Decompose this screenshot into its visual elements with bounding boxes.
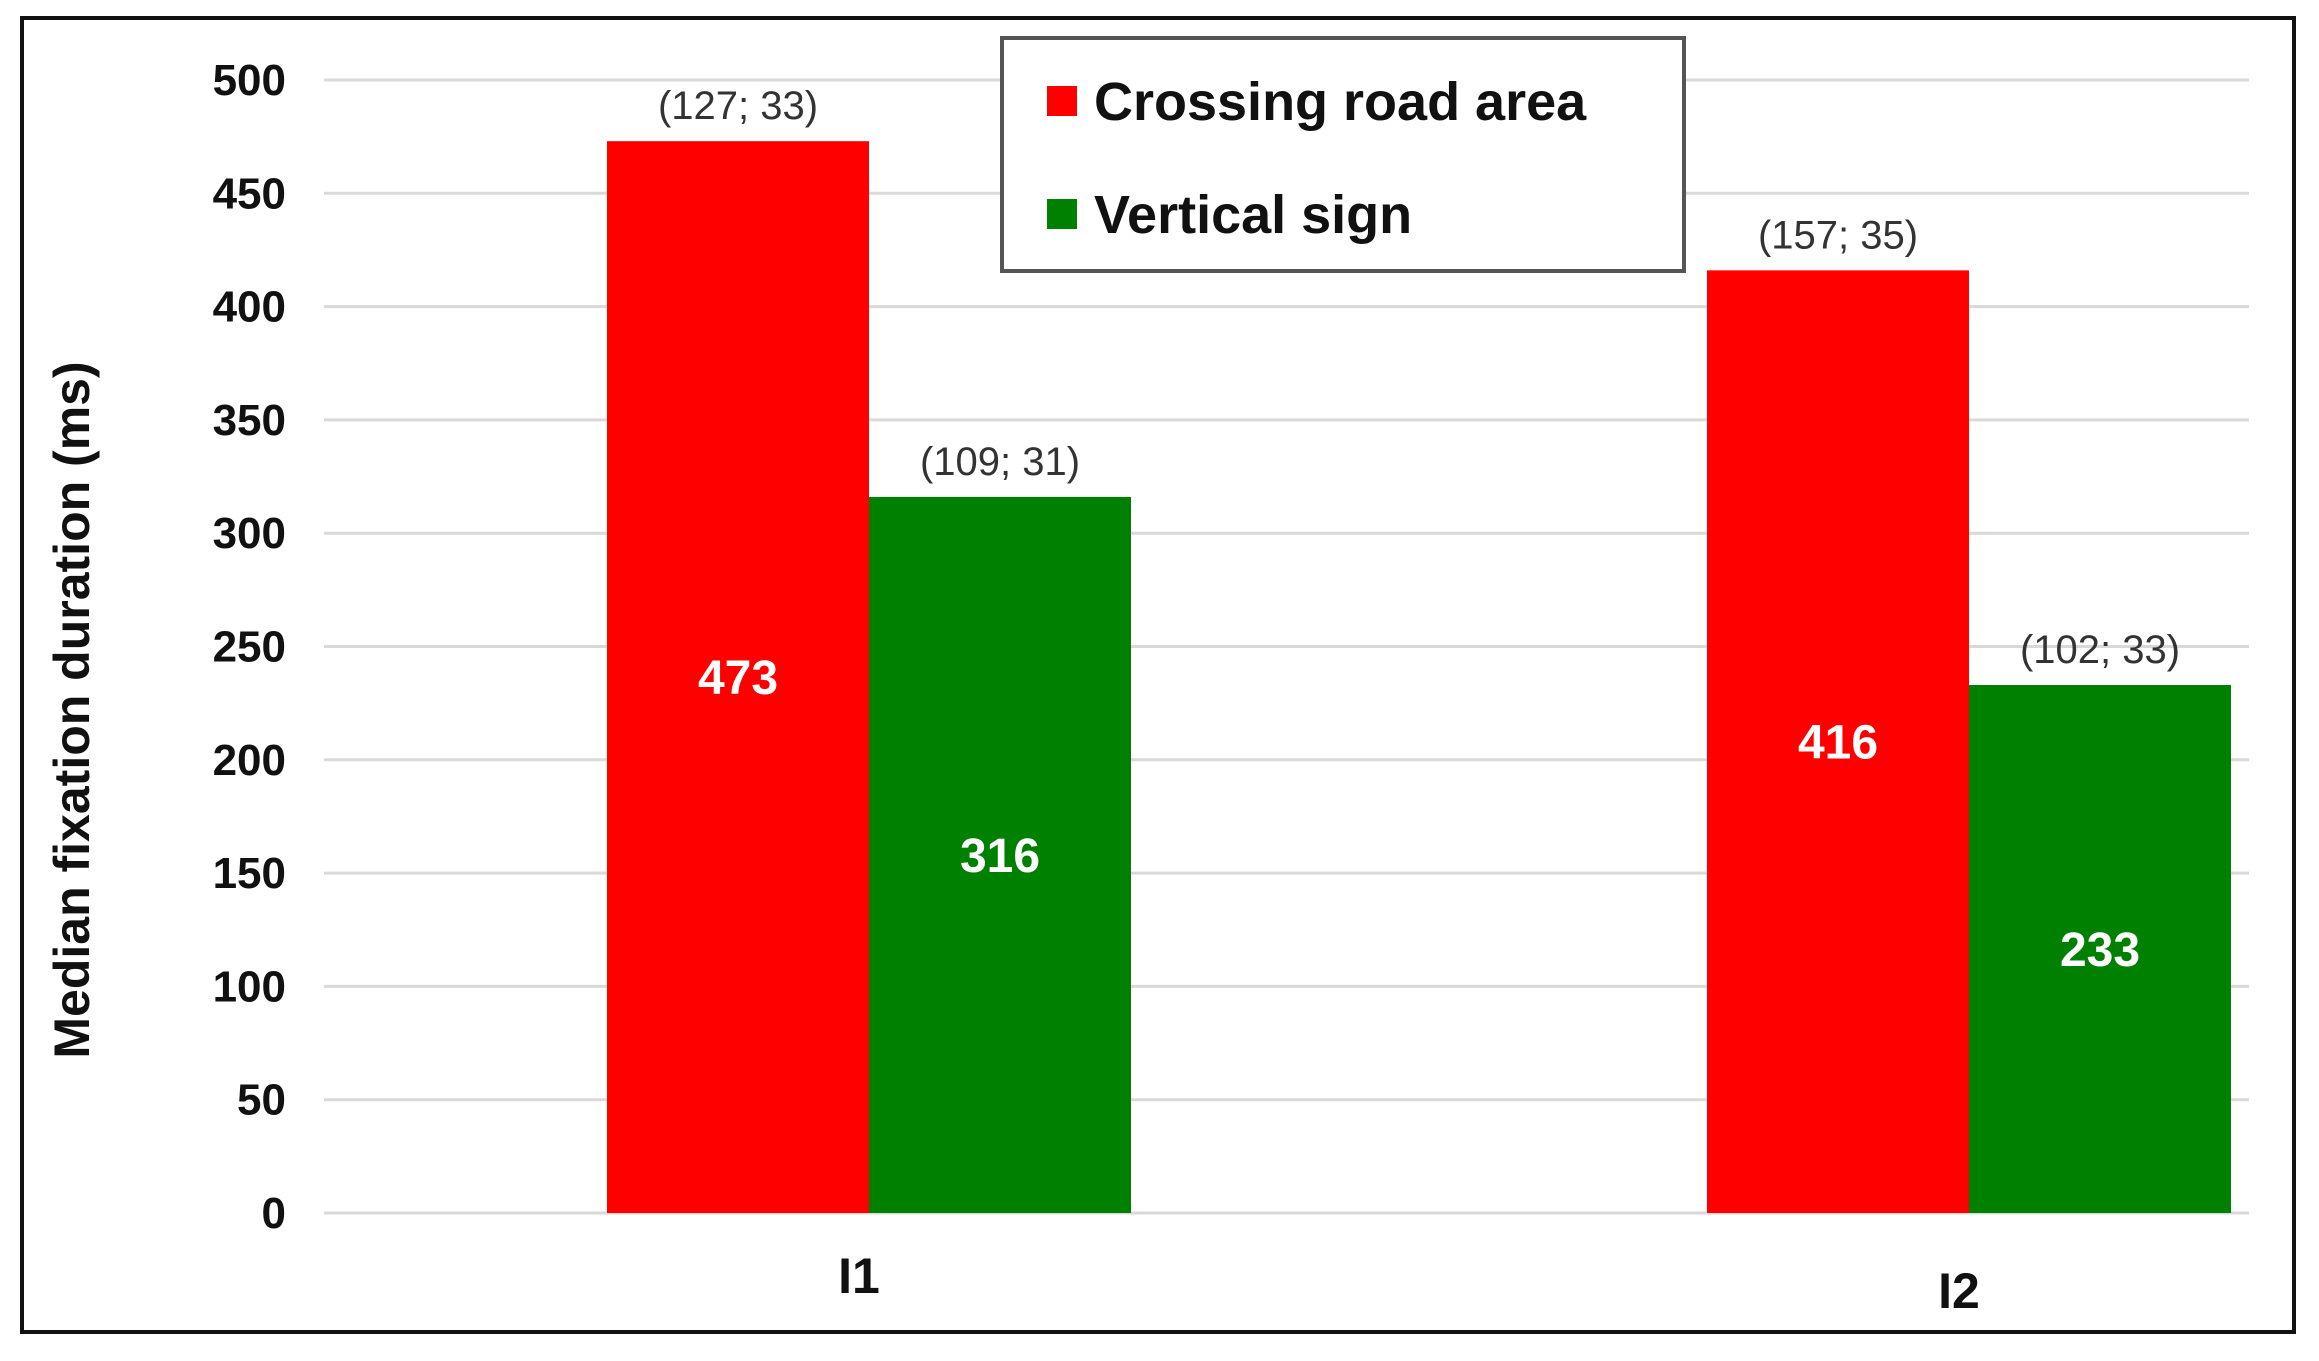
legend-swatch [1047,86,1077,116]
bar-annotation: (127; 33) [658,84,818,128]
bar-annotation: (102; 33) [2020,628,2180,672]
legend-box [1000,36,1686,273]
y-axis-ticks: 0 50 100 150 200 250 300 350 400 450 500 [213,56,286,1238]
y-tick-label: 150 [213,849,286,898]
y-tick-label: 250 [213,623,286,672]
bar [1707,270,1969,1213]
y-tick-label: 50 [237,1076,286,1125]
y-tick-label: 400 [213,283,286,332]
y-tick-label: 350 [213,396,286,445]
bar-annotation: (109; 31) [920,440,1080,484]
legend-entry: Vertical sign [1094,185,1412,245]
y-tick-label: 500 [213,56,286,105]
y-tick-label: 450 [213,169,286,218]
x-axis-categories: I1 I2 [838,1248,1980,1319]
bar-value-label: 473 [698,652,778,705]
y-tick-label: 300 [213,509,286,558]
chart-frame: 0 50 100 150 200 250 300 350 400 450 500 473 (127; … [20,16,2296,1334]
y-axis-label: Median fixation duration (ms) [44,361,100,1058]
bar-value-label: 233 [2060,924,2140,977]
bar-annotation: (157; 35) [1758,213,1918,257]
bar [1969,685,2231,1213]
x-category-label: I2 [1938,1263,1980,1319]
bar [607,141,869,1213]
bar [869,496,1131,1214]
legend-swatch [1047,199,1077,229]
bar-value-label: 416 [1798,717,1878,770]
y-tick-label: 100 [213,962,286,1011]
y-tick-label: 0 [262,1189,286,1238]
bars: 473 (127; 33) 316 (109; 31) 416 (157; 35) 233 (… [607,84,2231,1214]
x-category-label: I1 [838,1248,880,1304]
y-tick-label: 200 [213,736,286,785]
bar-chart: 0 50 100 150 200 250 300 350 400 450 500 473 (127; … [44,36,2249,1319]
legend-entry: Crossing road area [1094,72,1587,132]
legend: Crossing road area Vertical sign [1000,36,1686,273]
y-axis-title: Median fixation duration (ms) [44,361,100,1058]
bar-value-label: 316 [960,830,1040,883]
